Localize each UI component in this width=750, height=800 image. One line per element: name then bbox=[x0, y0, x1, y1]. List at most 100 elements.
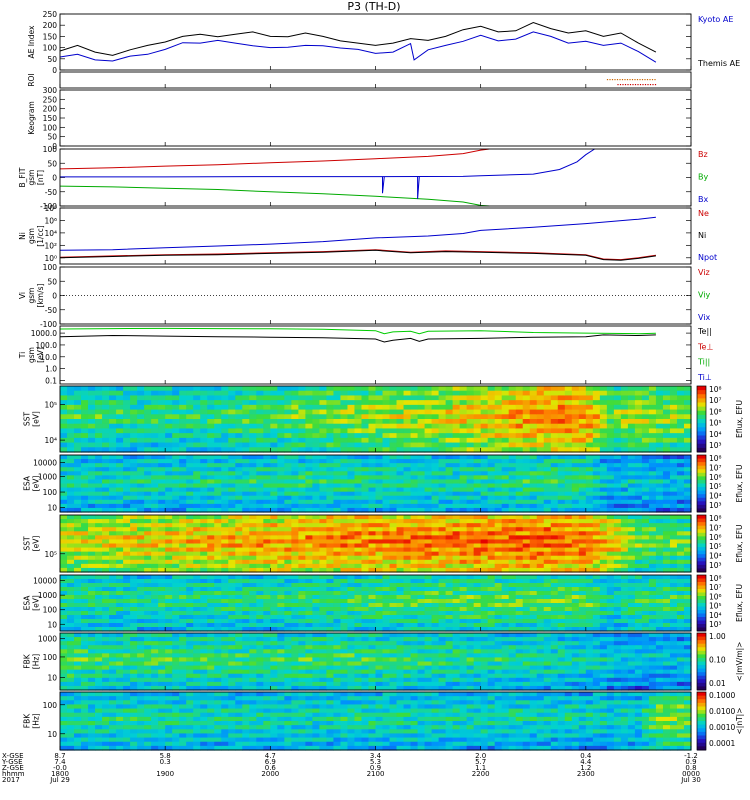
spectrogram-cell bbox=[508, 567, 517, 573]
spectrogram-cell bbox=[144, 619, 152, 624]
spectrogram-cell bbox=[508, 551, 517, 557]
spectrogram-cell bbox=[81, 555, 89, 561]
spectrogram-cell bbox=[270, 471, 278, 476]
spectrogram-cell bbox=[662, 471, 671, 476]
spectrogram-cell bbox=[102, 539, 110, 545]
spectrogram-cell bbox=[508, 483, 517, 489]
spectrogram-cell bbox=[186, 551, 194, 557]
spectrogram-cell bbox=[494, 479, 503, 485]
spectrogram-cell bbox=[361, 583, 370, 588]
spectrogram-cell bbox=[396, 535, 405, 541]
spectrogram-cell bbox=[438, 535, 447, 541]
spectrogram-cell bbox=[67, 395, 75, 401]
spectrogram-cell bbox=[228, 503, 236, 509]
spectrogram-cell bbox=[200, 611, 208, 616]
spectrogram-cell bbox=[508, 404, 517, 411]
spectrogram-cell bbox=[172, 419, 180, 425]
spectrogram-cell bbox=[606, 467, 615, 472]
spectrogram-cell bbox=[459, 386, 468, 392]
spectrogram-cell bbox=[298, 491, 306, 497]
spectrogram-cell bbox=[291, 559, 299, 565]
spectrogram-cell bbox=[74, 495, 82, 501]
spectrogram-cell bbox=[655, 559, 664, 565]
spectrogram-cell bbox=[382, 559, 391, 565]
spectrogram-cell bbox=[305, 535, 313, 541]
spectrogram-cell bbox=[88, 495, 96, 501]
spectrogram-cell bbox=[291, 442, 299, 448]
spectrogram-cell bbox=[256, 447, 264, 453]
spectrogram-cell bbox=[501, 555, 510, 561]
spectrogram-cell bbox=[130, 535, 138, 541]
spectrogram-cell bbox=[613, 471, 622, 476]
spectrogram-cell bbox=[536, 507, 545, 513]
spectrogram-cell bbox=[326, 463, 335, 468]
spectrogram-cell bbox=[81, 619, 89, 624]
spectrogram-cell bbox=[284, 409, 292, 415]
spectrogram-cell bbox=[284, 447, 292, 453]
spectrogram-cell bbox=[529, 467, 538, 472]
spectrogram-cell bbox=[669, 495, 678, 501]
spectrogram-cell bbox=[445, 483, 454, 489]
spectrogram-cell bbox=[165, 471, 173, 476]
spectrogram-cell bbox=[585, 433, 594, 439]
spectrogram-cell bbox=[67, 433, 75, 439]
spectrogram-cell bbox=[305, 595, 313, 600]
spectrogram-cell bbox=[277, 595, 285, 600]
spectrogram-cell bbox=[319, 559, 328, 565]
spectrogram-cell bbox=[102, 459, 110, 464]
spectrogram-cell bbox=[291, 627, 299, 632]
spectrogram-cell bbox=[179, 627, 187, 632]
spectrogram-cell bbox=[340, 595, 349, 600]
spectrogram-cell bbox=[130, 395, 138, 401]
spectrogram-cell bbox=[368, 475, 377, 481]
spectrogram-cell bbox=[620, 423, 629, 430]
spectrogram-cell bbox=[172, 442, 180, 448]
spectrogram-cell bbox=[522, 404, 531, 411]
spectrogram-cell bbox=[221, 437, 229, 444]
spectrogram-cell bbox=[424, 467, 433, 472]
spectrogram-cell bbox=[361, 627, 370, 632]
spectrogram-cell bbox=[557, 547, 566, 553]
spectrogram-cell bbox=[284, 523, 292, 528]
spectrogram-cell bbox=[158, 455, 166, 460]
spectrogram-cell bbox=[578, 559, 587, 565]
spectrogram-cell bbox=[431, 519, 440, 524]
spectrogram-cell bbox=[333, 503, 342, 509]
colorbar-swatch bbox=[697, 390, 706, 395]
spectrogram-cell bbox=[102, 583, 110, 588]
spectrogram-cell bbox=[389, 627, 398, 632]
spectrogram-cell bbox=[130, 483, 138, 489]
spectrogram-cell bbox=[242, 507, 250, 513]
spectrogram-cell bbox=[298, 479, 306, 485]
spectrogram-cell bbox=[501, 463, 510, 468]
spectrogram-cell bbox=[599, 567, 608, 573]
spectrogram-cell bbox=[256, 519, 264, 524]
spectrogram-cell bbox=[662, 463, 671, 468]
spectrogram-cell bbox=[291, 507, 299, 513]
spectrogram-cell bbox=[543, 531, 552, 536]
spectrogram-cell bbox=[214, 583, 222, 588]
spectrogram-cell bbox=[403, 395, 412, 401]
spectrogram-cell bbox=[431, 619, 440, 624]
spectrogram-cell bbox=[249, 400, 257, 406]
spectrogram-cell bbox=[655, 499, 664, 505]
spectrogram-cell bbox=[389, 535, 398, 541]
spectrogram-cell bbox=[235, 603, 243, 608]
spectrogram-cell bbox=[130, 437, 138, 444]
spectrogram-cell bbox=[627, 519, 636, 524]
spectrogram-cell bbox=[557, 433, 566, 439]
spectrogram-cell bbox=[599, 400, 608, 406]
spectrogram-cell bbox=[445, 404, 454, 411]
spectrogram-cell bbox=[270, 595, 278, 600]
spectrogram-cell bbox=[109, 623, 117, 628]
spectrogram-cell bbox=[613, 559, 622, 565]
spectrogram-cell bbox=[543, 404, 552, 411]
spectrogram-cell bbox=[158, 543, 166, 549]
spectrogram-cell bbox=[319, 587, 328, 592]
spectrogram-cell bbox=[207, 479, 215, 485]
spectrogram-cell bbox=[305, 555, 313, 561]
spectrogram-cell bbox=[319, 395, 328, 401]
spectrogram-cell bbox=[102, 603, 110, 608]
spectrogram-cell bbox=[473, 409, 482, 415]
